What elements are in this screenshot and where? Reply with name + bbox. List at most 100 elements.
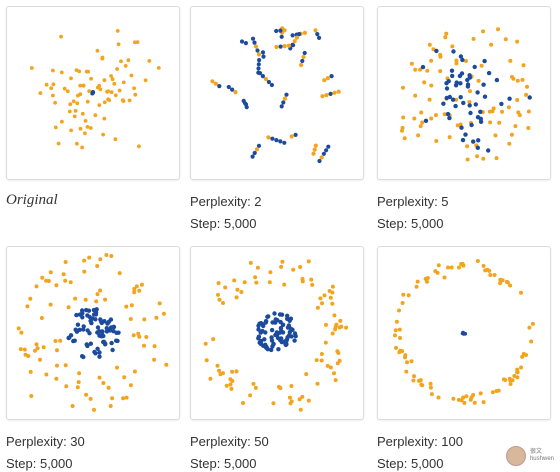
outer-point (97, 103, 102, 107)
outer-point (507, 141, 512, 146)
inner-point (315, 32, 320, 37)
inner-point (230, 87, 235, 92)
inner-point (101, 339, 106, 345)
inner-point (110, 347, 115, 353)
outer-point (215, 363, 220, 368)
outer-point (394, 345, 398, 350)
outer-point (107, 98, 112, 102)
outer-point (59, 34, 63, 39)
outer-point (300, 276, 305, 281)
outer-point (25, 304, 30, 309)
outer-point (132, 86, 136, 91)
inner-point (293, 333, 298, 339)
outer-point (232, 278, 237, 283)
outer-point (310, 282, 315, 287)
outer-point (97, 83, 102, 88)
inner-point (109, 340, 114, 346)
inner-point (486, 148, 491, 153)
inner-point (458, 95, 463, 100)
outer-point (282, 28, 287, 33)
outer-point (84, 69, 89, 74)
inner-point (252, 40, 257, 45)
outer-point (19, 330, 24, 335)
inner-point (261, 54, 266, 59)
outer-point (208, 376, 213, 381)
outer-point (33, 348, 37, 353)
inner-point (274, 138, 279, 143)
outer-point (84, 392, 89, 397)
outer-point (464, 394, 469, 399)
outer-point (339, 324, 344, 329)
inner-point (92, 349, 97, 355)
outer-point (298, 407, 303, 412)
outer-point (78, 92, 83, 97)
inner-point (283, 342, 289, 348)
inner-point (257, 58, 262, 63)
outer-point (156, 66, 161, 70)
outer-point (496, 27, 500, 32)
inner-point (243, 41, 248, 46)
inner-point (90, 91, 95, 96)
outer-point (38, 91, 43, 95)
outer-point (289, 384, 294, 388)
step-label: Step: 5,000 (190, 456, 257, 471)
outer-point (429, 58, 434, 63)
outer-point (278, 386, 283, 391)
outer-point (394, 319, 399, 324)
outer-point (72, 114, 77, 119)
inner-point (81, 327, 86, 332)
outer-point (101, 381, 106, 385)
outer-point (254, 147, 259, 152)
outer-point (436, 395, 441, 400)
outer-point (60, 119, 64, 124)
outer-point (397, 350, 402, 355)
outer-point (515, 367, 520, 372)
inner-point (475, 90, 480, 95)
outer-point (216, 292, 220, 297)
outer-point (248, 393, 253, 398)
outer-point (420, 120, 425, 125)
inner-point (274, 330, 279, 335)
outer-point (29, 66, 34, 70)
outer-point (55, 363, 59, 368)
outer-point (508, 58, 513, 63)
outer-point (481, 263, 486, 268)
outer-point (83, 119, 88, 123)
outer-point (110, 77, 115, 82)
outer-point (282, 282, 287, 287)
outer-point (436, 263, 441, 268)
watermark-line: hushwen (529, 456, 554, 462)
inner-point (263, 342, 268, 347)
inner-point (68, 333, 74, 338)
outer-point (417, 378, 421, 383)
outer-point (103, 297, 108, 302)
outer-point (22, 347, 27, 352)
outer-point (319, 155, 324, 160)
outer-point (124, 395, 129, 400)
outer-point (508, 283, 513, 288)
outer-point (75, 141, 79, 146)
outer-point (135, 40, 140, 44)
outer-point (63, 363, 68, 368)
outer-point (66, 305, 71, 310)
inner-point (95, 346, 100, 351)
inner-point (265, 347, 270, 352)
outer-point (280, 259, 285, 264)
inner-point (482, 94, 488, 99)
outer-point (330, 331, 335, 336)
outer-point (211, 337, 216, 342)
outer-point (71, 99, 76, 104)
outer-point (267, 280, 272, 285)
outer-point (487, 268, 492, 273)
outer-point (213, 81, 218, 86)
inner-point (473, 102, 478, 107)
outer-point (39, 316, 44, 320)
perplexity-label: Perplexity: 50 (190, 434, 269, 449)
outer-point (217, 368, 222, 373)
outer-point (520, 77, 525, 82)
inner-point (98, 318, 104, 324)
outer-point (292, 39, 297, 44)
inner-point (476, 138, 481, 143)
outer-point (223, 285, 228, 290)
outer-point (98, 288, 103, 293)
